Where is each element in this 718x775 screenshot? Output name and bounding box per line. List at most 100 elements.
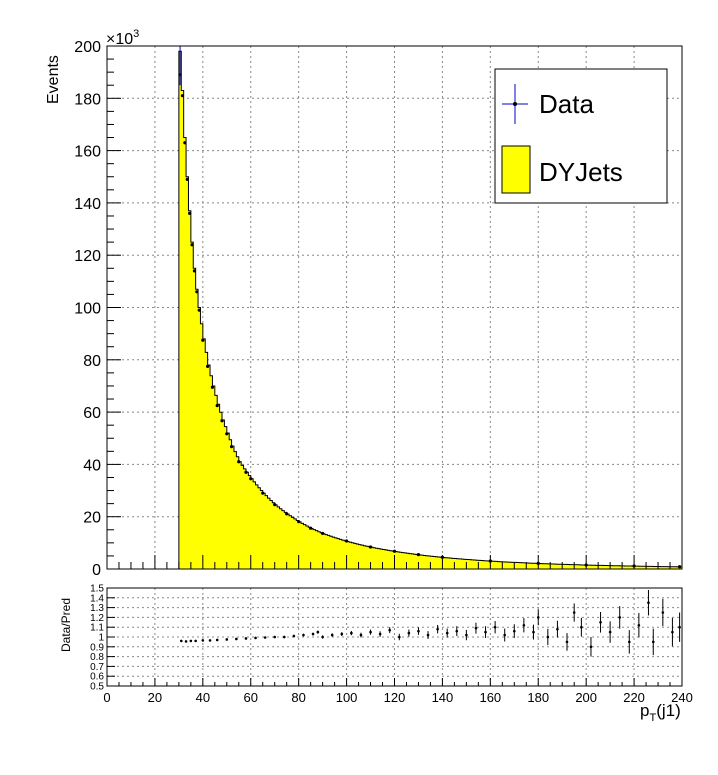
- y-tick-label: 1.3: [90, 603, 104, 614]
- x-tick-label: 140: [432, 690, 454, 705]
- ratio-point: [282, 635, 286, 639]
- y-tick-label: 40: [83, 457, 101, 474]
- data-point: [195, 290, 199, 294]
- ratio-point: [311, 632, 315, 636]
- ratio-point: [397, 635, 401, 639]
- main-x-axis: [106, 555, 683, 569]
- y-tick-label: 1.5: [90, 584, 104, 595]
- ratio-x-axis: 0 20 40 60 80 100 120 140 160 180 200 220 240: [103, 678, 693, 705]
- ratio-point: [580, 625, 583, 629]
- ratio-point: [599, 621, 602, 624]
- y-tick-label: 20: [83, 510, 101, 527]
- ratio-point: [273, 635, 277, 639]
- ratio-point: [572, 611, 576, 614]
- legend-dyjets-label: DYJets: [539, 157, 623, 187]
- ratio-point: [302, 633, 305, 637]
- ratio-panel: 0.50.60.70.80.911.11.21.31.41.5 0 20 40 60 8…: [59, 584, 693, 725]
- ratio-point: [417, 629, 420, 633]
- ratio-point: [194, 639, 197, 643]
- ratio-point: [503, 633, 507, 637]
- ratio-point: [388, 628, 392, 632]
- ratio-point: [618, 616, 622, 619]
- ratio-point: [369, 630, 372, 634]
- data-point: [285, 512, 289, 516]
- x-tick-label: 220: [623, 690, 645, 705]
- data-point: [197, 308, 201, 312]
- y-tick-label: 80: [83, 353, 101, 370]
- ratio-point: [678, 625, 681, 629]
- ratio-point: [608, 630, 612, 634]
- ratio-point: [661, 611, 665, 614]
- ratio-y-axis-label: Data/Pred: [59, 598, 73, 652]
- data-point: [229, 445, 234, 449]
- data-point: [261, 491, 265, 495]
- x-tick-label: 200: [575, 690, 597, 705]
- ratio-point: [179, 639, 183, 643]
- y-tick-label: 0.8: [90, 652, 104, 663]
- ratio-point: [321, 635, 324, 639]
- y-tick-label: 0.5: [90, 682, 104, 693]
- data-point: [249, 477, 253, 481]
- ratio-point: [254, 636, 257, 640]
- x-tick-label: 100: [336, 690, 358, 705]
- x-tick-label: 160: [479, 690, 501, 705]
- ratio-point: [263, 636, 267, 639]
- ratio-grid: [107, 588, 682, 686]
- data-point: [368, 545, 373, 549]
- y-tick-label: 200: [74, 39, 101, 56]
- data-point: [201, 338, 205, 342]
- data-point: [678, 565, 682, 569]
- ratio-point: [627, 640, 631, 644]
- data-point: [190, 243, 194, 247]
- y-tick-label: 160: [74, 144, 101, 161]
- ratio-point: [556, 627, 559, 631]
- y-tick-label: 120: [74, 248, 101, 265]
- ratio-y-axis: 0.50.60.70.80.911.11.21.31.41.5: [90, 584, 115, 693]
- dyjets-histogram: [178, 50, 683, 570]
- data-point: [215, 403, 219, 408]
- ratio-point: [536, 616, 540, 619]
- y-tick-label: 1.2: [90, 613, 104, 624]
- main-y-axis-label: Events: [45, 55, 62, 104]
- ratio-point: [208, 639, 212, 642]
- ratio-point: [378, 632, 382, 636]
- x-tick-label: 40: [196, 690, 210, 705]
- ratio-point: [637, 623, 641, 627]
- ratio-point: [184, 640, 188, 643]
- x-tick-label: 180: [527, 690, 549, 705]
- data-point: [225, 432, 229, 436]
- data-point: [185, 177, 189, 181]
- legend: Data DYJets: [494, 68, 668, 204]
- y-tick-label: 60: [83, 405, 101, 422]
- ratio-point: [340, 632, 344, 636]
- ratio-point: [350, 631, 353, 635]
- ratio-point: [330, 633, 334, 637]
- ratio-point: [244, 637, 248, 640]
- data-point: [392, 549, 397, 553]
- x-tick-label: 120: [384, 690, 406, 705]
- y-tick-label: 0: [92, 562, 101, 579]
- ratio-point: [201, 639, 205, 642]
- data-point: [273, 503, 277, 507]
- y-tick-label: 0.6: [90, 672, 104, 683]
- y-tick-label: 100: [74, 301, 101, 318]
- data-point: [192, 269, 197, 273]
- data-point: [297, 520, 301, 524]
- ratio-point: [647, 601, 650, 604]
- ratio-point: [426, 633, 430, 637]
- x-tick-label: 0: [103, 690, 110, 705]
- data-point: [237, 460, 241, 464]
- ratio-point: [407, 631, 411, 635]
- ratio-point: [465, 633, 468, 637]
- ratio-point: [512, 629, 516, 633]
- y-tick-label: 180: [74, 91, 101, 108]
- y-tick-label: 1.4: [90, 593, 104, 604]
- ratio-point: [565, 640, 569, 644]
- data-point: [344, 539, 349, 543]
- ratio-point: [546, 635, 550, 639]
- ratio-point: [522, 623, 526, 627]
- x-tick-label: 240: [671, 690, 693, 705]
- x-tick-label: 60: [244, 690, 258, 705]
- ratio-point: [532, 630, 535, 634]
